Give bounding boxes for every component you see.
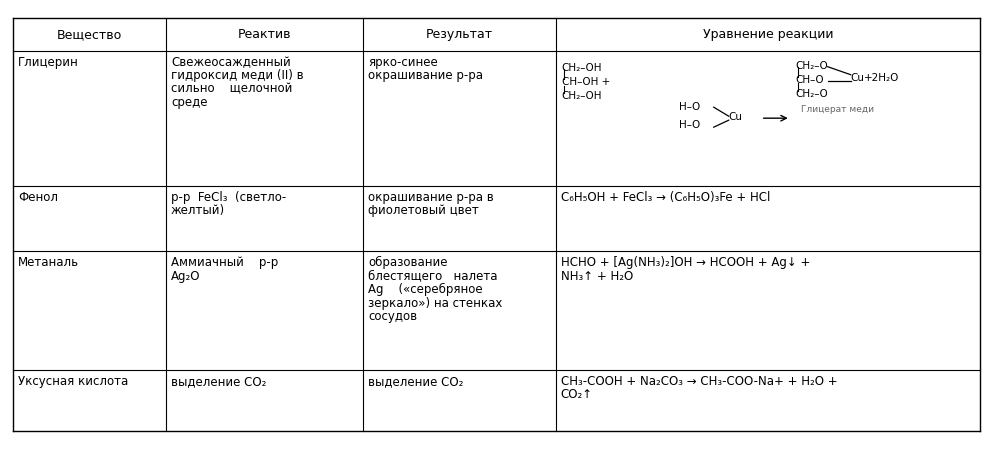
Text: Фенол: Фенол	[18, 191, 58, 204]
Text: H–O: H–O	[678, 120, 700, 130]
Text: образование: образование	[368, 256, 448, 269]
Text: CH–OH +: CH–OH +	[562, 77, 610, 87]
Text: окрашивание р-ра в: окрашивание р-ра в	[368, 191, 495, 204]
Text: Реактив: Реактив	[238, 28, 291, 41]
Text: HCHO + [Ag(NH₃)₂]OH → HCOOH + Ag↓ +: HCHO + [Ag(NH₃)₂]OH → HCOOH + Ag↓ +	[561, 256, 810, 269]
Text: Глицерат меди: Глицерат меди	[800, 105, 874, 114]
Text: ярко-синее: ярко-синее	[368, 56, 438, 69]
Text: зеркало») на стенках: зеркало») на стенках	[368, 297, 502, 309]
Text: C₆H₅OH + FeCl₃ → (C₆H₅O)₃Fe + HCl: C₆H₅OH + FeCl₃ → (C₆H₅O)₃Fe + HCl	[561, 191, 771, 204]
Text: Результат: Результат	[426, 28, 494, 41]
Text: Метаналь: Метаналь	[18, 256, 79, 269]
Text: Cu: Cu	[729, 112, 743, 122]
Text: фиолетовый цвет: фиолетовый цвет	[368, 204, 479, 217]
Text: р-р  FeCl₃  (светло-: р-р FeCl₃ (светло-	[171, 191, 286, 204]
Text: CH₂–O: CH₂–O	[795, 89, 828, 99]
Text: гидроксид меди (II) в: гидроксид меди (II) в	[171, 69, 304, 82]
Text: Аммиачный    р-р: Аммиачный р-р	[171, 256, 278, 269]
Text: окрашивание р-ра: окрашивание р-ра	[368, 69, 484, 82]
Text: сильно    щелочной: сильно щелочной	[171, 83, 292, 96]
Text: H–O: H–O	[678, 102, 700, 112]
Text: NH₃↑ + H₂O: NH₃↑ + H₂O	[561, 269, 633, 282]
Text: Вещество: Вещество	[57, 28, 122, 41]
Text: Свежеосажденный: Свежеосажденный	[171, 56, 291, 69]
Text: Уравнение реакции: Уравнение реакции	[703, 28, 833, 41]
Text: CH₂–OH: CH₂–OH	[562, 63, 602, 73]
Text: CH–O: CH–O	[795, 75, 824, 85]
Text: выделение CO₂: выделение CO₂	[171, 374, 266, 387]
Text: выделение CO₂: выделение CO₂	[368, 374, 464, 387]
Text: Ag    («серебряное: Ag («серебряное	[368, 283, 483, 296]
Text: Cu: Cu	[851, 73, 865, 83]
Text: Ag₂O: Ag₂O	[171, 269, 201, 282]
Text: Уксусная кислота: Уксусная кислота	[18, 374, 128, 387]
Text: CH₂–O: CH₂–O	[795, 61, 828, 70]
Text: блестящего   налета: блестящего налета	[368, 269, 497, 282]
Text: сосудов: сосудов	[368, 310, 417, 323]
Text: CH₃-COOH + Na₂CO₃ → CH₃-COO-Na+ + H₂O +: CH₃-COOH + Na₂CO₃ → CH₃-COO-Na+ + H₂O +	[561, 374, 837, 387]
Text: среде: среде	[171, 96, 208, 109]
Text: желтый): желтый)	[171, 204, 225, 217]
Text: CH₂–OH: CH₂–OH	[562, 91, 602, 101]
Text: +2H₂O: +2H₂O	[864, 73, 899, 83]
Text: CO₂↑: CO₂↑	[561, 388, 593, 401]
Text: Глицерин: Глицерин	[18, 56, 78, 69]
